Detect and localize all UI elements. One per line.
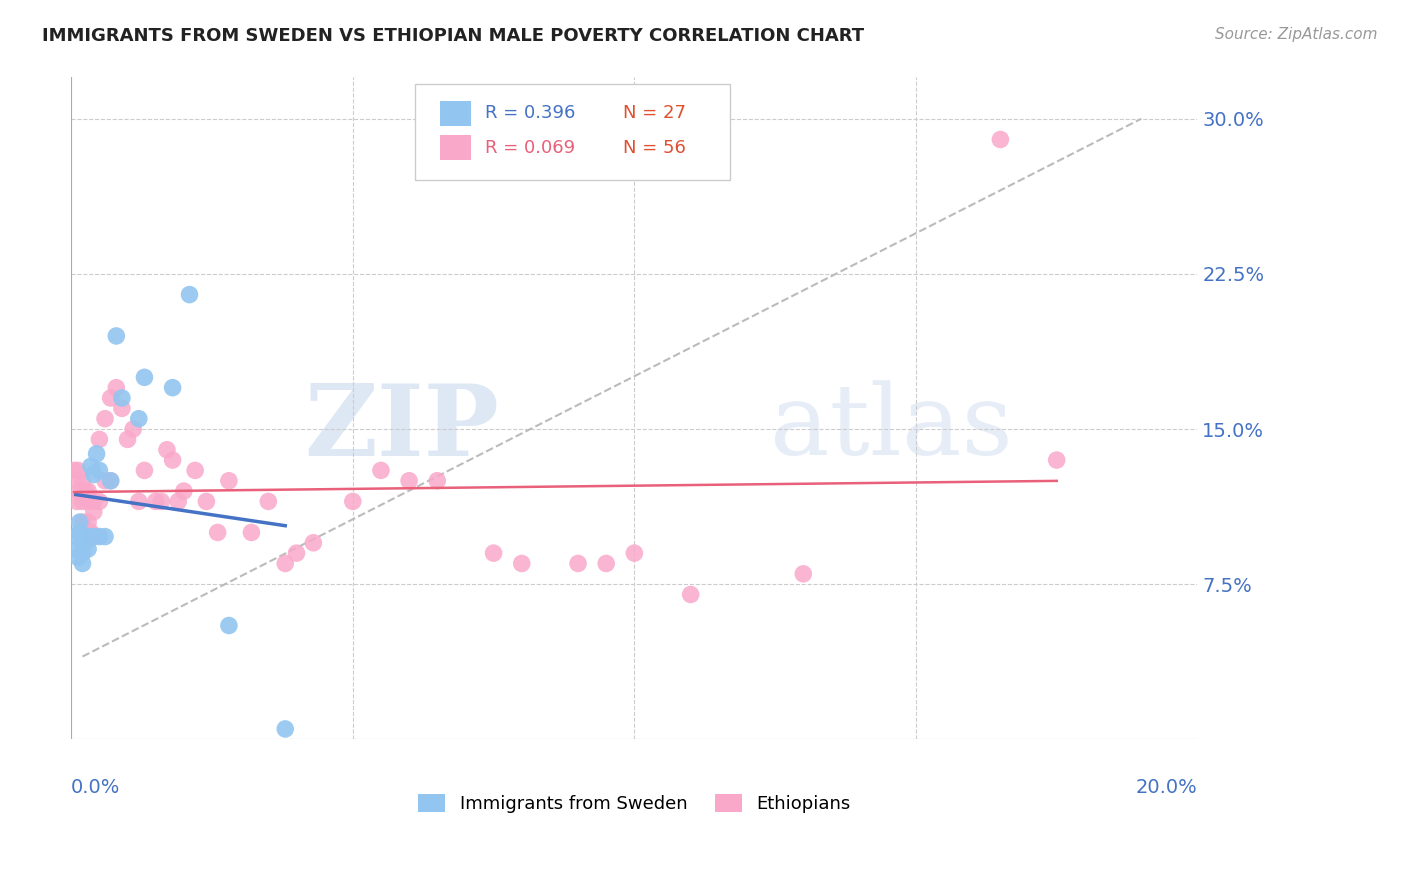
Immigrants from Sweden — [128, 411, 150, 425]
Text: 20.0%: 20.0% — [1136, 778, 1198, 797]
Ethiopians — [69, 484, 91, 499]
Immigrants from Sweden — [111, 391, 134, 405]
Ethiopians — [111, 401, 134, 416]
Text: 0.0%: 0.0% — [72, 778, 121, 797]
Immigrants from Sweden — [66, 550, 89, 565]
Ethiopians — [100, 474, 122, 488]
Ethiopians — [89, 494, 111, 508]
Ethiopians — [302, 536, 325, 550]
Immigrants from Sweden — [80, 459, 103, 474]
Ethiopians — [162, 453, 184, 467]
Ethiopians — [72, 515, 94, 529]
Ethiopians — [567, 557, 589, 571]
Immigrants from Sweden — [65, 530, 87, 544]
Ethiopians — [240, 525, 263, 540]
Immigrants from Sweden — [94, 530, 117, 544]
Ethiopians — [72, 494, 94, 508]
Ethiopians — [167, 494, 190, 508]
Immigrants from Sweden — [274, 722, 297, 736]
Ethiopians — [89, 433, 111, 447]
Immigrants from Sweden — [83, 530, 105, 544]
Immigrants from Sweden — [134, 370, 156, 384]
Ethiopians — [150, 494, 173, 508]
Ethiopians — [122, 422, 145, 436]
Ethiopians — [66, 494, 89, 508]
Immigrants from Sweden — [72, 557, 94, 571]
Ethiopians — [482, 546, 505, 560]
Ethiopians — [398, 474, 420, 488]
Ethiopians — [370, 463, 392, 477]
Immigrants from Sweden — [162, 381, 184, 395]
Immigrants from Sweden — [179, 287, 201, 301]
Immigrants from Sweden — [77, 541, 100, 556]
Ethiopians — [77, 494, 100, 508]
Immigrants from Sweden — [105, 329, 128, 343]
Ethiopians — [100, 391, 122, 405]
Ethiopians — [83, 494, 105, 508]
Ethiopians — [679, 587, 702, 601]
Immigrants from Sweden — [100, 474, 122, 488]
Ethiopians — [105, 381, 128, 395]
Ethiopians — [128, 494, 150, 508]
Text: ZIP: ZIP — [304, 380, 499, 476]
Immigrants from Sweden — [89, 463, 111, 477]
Ethiopians — [83, 505, 105, 519]
Ethiopians — [274, 557, 297, 571]
Immigrants from Sweden — [77, 530, 100, 544]
Ethiopians — [94, 474, 117, 488]
Immigrants from Sweden — [72, 546, 94, 560]
Ethiopians — [72, 474, 94, 488]
Ethiopians — [75, 484, 97, 499]
Ethiopians — [792, 566, 814, 581]
Immigrants from Sweden — [86, 447, 108, 461]
Ethiopians — [342, 494, 364, 508]
Text: Source: ZipAtlas.com: Source: ZipAtlas.com — [1215, 27, 1378, 42]
Ethiopians — [184, 463, 207, 477]
Ethiopians — [285, 546, 308, 560]
Ethiopians — [63, 463, 86, 477]
Text: N = 27: N = 27 — [623, 104, 686, 122]
Ethiopians — [134, 463, 156, 477]
Ethiopians — [426, 474, 449, 488]
Immigrants from Sweden — [218, 618, 240, 632]
Immigrants from Sweden — [72, 536, 94, 550]
FancyBboxPatch shape — [415, 84, 730, 180]
Ethiopians — [510, 557, 533, 571]
Ethiopians — [66, 463, 89, 477]
Text: R = 0.069: R = 0.069 — [485, 138, 575, 157]
Ethiopians — [1046, 453, 1069, 467]
Ethiopians — [156, 442, 179, 457]
Immigrants from Sweden — [66, 541, 89, 556]
Ethiopians — [173, 484, 195, 499]
Immigrants from Sweden — [83, 467, 105, 482]
Text: IMMIGRANTS FROM SWEDEN VS ETHIOPIAN MALE POVERTY CORRELATION CHART: IMMIGRANTS FROM SWEDEN VS ETHIOPIAN MALE… — [42, 27, 865, 45]
FancyBboxPatch shape — [440, 101, 471, 126]
Text: atlas: atlas — [769, 380, 1012, 476]
Ethiopians — [83, 530, 105, 544]
Ethiopians — [195, 494, 218, 508]
Ethiopians — [990, 132, 1012, 146]
Text: R = 0.396: R = 0.396 — [485, 104, 575, 122]
Immigrants from Sweden — [69, 525, 91, 540]
FancyBboxPatch shape — [440, 135, 471, 161]
Ethiopians — [77, 515, 100, 529]
Ethiopians — [623, 546, 645, 560]
Text: N = 56: N = 56 — [623, 138, 686, 157]
Immigrants from Sweden — [75, 536, 97, 550]
Immigrants from Sweden — [89, 530, 111, 544]
Ethiopians — [257, 494, 280, 508]
Ethiopians — [145, 494, 167, 508]
Ethiopians — [207, 525, 229, 540]
Legend: Immigrants from Sweden, Ethiopians: Immigrants from Sweden, Ethiopians — [409, 785, 859, 822]
Ethiopians — [218, 474, 240, 488]
Ethiopians — [595, 557, 617, 571]
Immigrants from Sweden — [69, 515, 91, 529]
Ethiopians — [117, 433, 139, 447]
Ethiopians — [80, 525, 103, 540]
Ethiopians — [94, 411, 117, 425]
Ethiopians — [77, 484, 100, 499]
Ethiopians — [66, 474, 89, 488]
